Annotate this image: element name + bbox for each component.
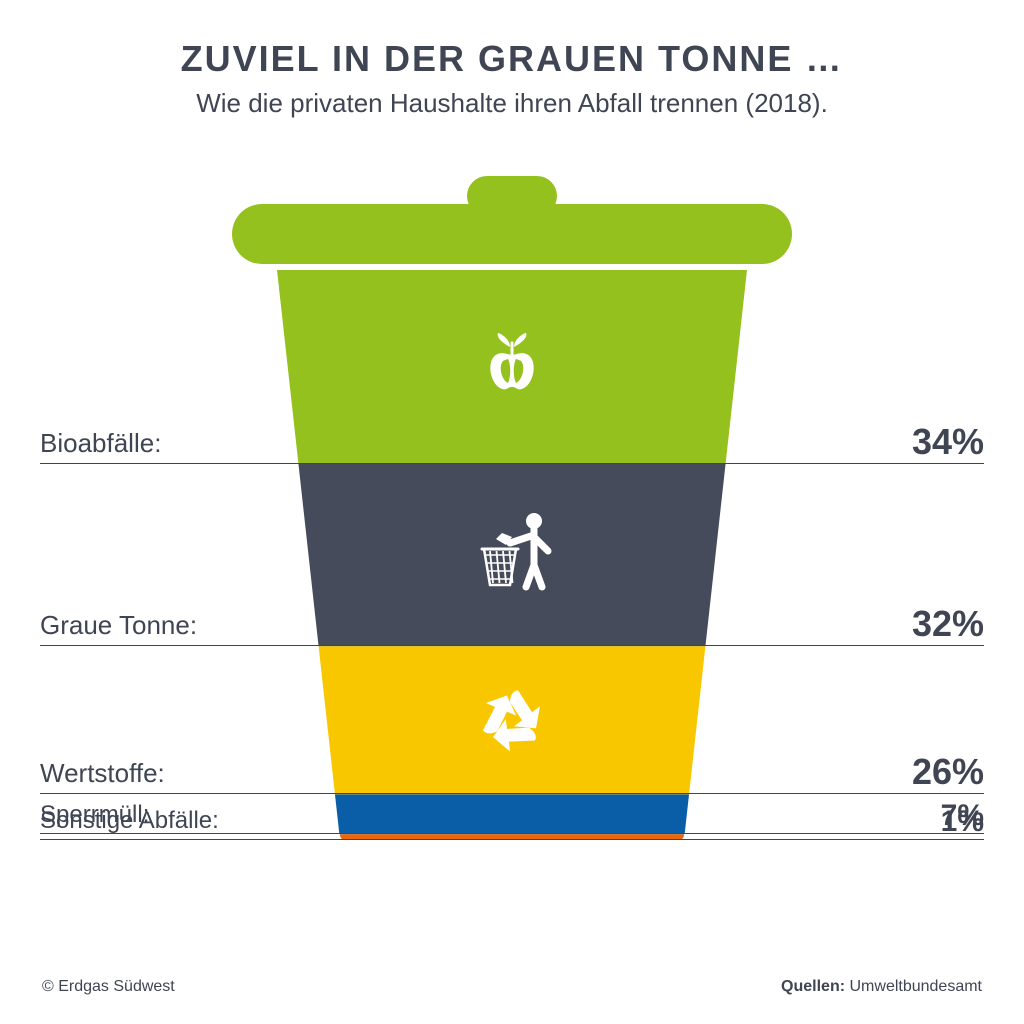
row-bio: Bioabfälle: 34%: [40, 420, 984, 464]
source-label: Quellen:: [781, 978, 845, 995]
value-bio: 34%: [912, 421, 984, 463]
label-other: Sonstige Abfälle:: [40, 807, 219, 835]
infographic: Bioabfälle: 34% Graue Tonne: 32% Wertstoffe:…: [40, 170, 984, 944]
apple-core-icon: [490, 333, 533, 390]
copyright: © Erdgas Südwest: [42, 978, 175, 996]
row-other: Sonstige Abfälle: 1%: [40, 802, 984, 840]
row-grey: Graue Tonne: 32%: [40, 602, 984, 646]
credits: © Erdgas Südwest Quellen: Umweltbundesam…: [42, 978, 982, 996]
value-recycle: 26%: [912, 751, 984, 793]
label-grey: Graue Tonne:: [40, 610, 197, 641]
label-bio: Bioabfälle:: [40, 428, 161, 459]
recycle-icon: [472, 690, 540, 759]
label-recycle: Wertstoffe:: [40, 758, 165, 789]
bin-lid: [232, 204, 792, 264]
row-recycle: Wertstoffe: 26%: [40, 750, 984, 794]
person-bin-icon: [482, 513, 548, 587]
bin-lid-knob: [467, 176, 557, 216]
value-grey: 32%: [912, 603, 984, 645]
page-subtitle: Wie die privaten Haushalte ihren Abfall …: [0, 88, 1024, 119]
source-value: Umweltbundesamt: [850, 978, 983, 995]
page-title: ZUVIEL IN DER GRAUEN TONNE …: [0, 0, 1024, 80]
value-other: 1%: [941, 805, 984, 839]
source: Quellen: Umweltbundesamt: [781, 978, 982, 996]
